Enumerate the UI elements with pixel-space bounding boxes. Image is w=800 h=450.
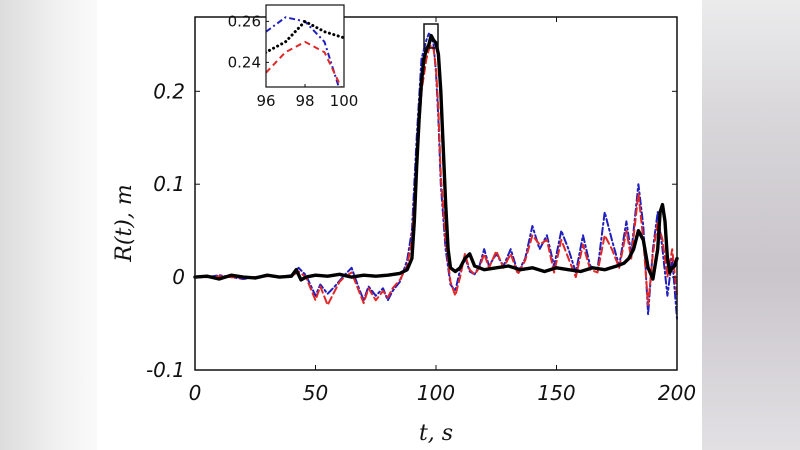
inset-series-line-red-dashed xyxy=(266,40,343,87)
y-tick-label: 0 xyxy=(172,265,185,289)
y-tick-label: 0.1 xyxy=(153,172,185,196)
x-tick-label: 100 xyxy=(417,381,455,405)
series-line-blue-dashdot xyxy=(194,32,678,320)
figure-panel xyxy=(97,0,702,450)
left-background xyxy=(0,0,97,450)
x-tick-label: 200 xyxy=(658,381,696,405)
inset-plot-lines xyxy=(266,16,344,87)
y-tick-label: 0.2 xyxy=(153,79,185,103)
y-tick-label: -0.1 xyxy=(146,358,185,382)
y-axis-label: R(t), m xyxy=(112,184,137,262)
zoom-box xyxy=(423,23,439,49)
x-tick-label: 0 xyxy=(189,381,202,405)
axis-ticks: 0 50 100 150 200-0.100.10.2 xyxy=(146,17,696,405)
x-tick-label: 50 xyxy=(303,381,328,405)
inset-plot: 96 98 100 0.24 0.26 xyxy=(228,4,359,110)
series-line-black-dotted xyxy=(193,33,679,282)
inset-x-tick-label: 96 xyxy=(256,92,275,110)
x-tick-label: 150 xyxy=(537,381,575,405)
inset-series-line-blue-dashdot xyxy=(266,16,340,87)
x-axis-label: t, s xyxy=(419,421,453,446)
inset-series-line-black-dotted xyxy=(266,19,344,55)
inset-y-tick-label: 0.26 xyxy=(228,12,261,30)
right-background xyxy=(702,0,800,450)
inset-x-tick-label: 100 xyxy=(330,92,359,110)
inset-x-tick-label: 98 xyxy=(295,92,314,110)
main-plot-lines xyxy=(193,32,679,320)
inset-y-tick-label: 0.24 xyxy=(228,53,261,71)
